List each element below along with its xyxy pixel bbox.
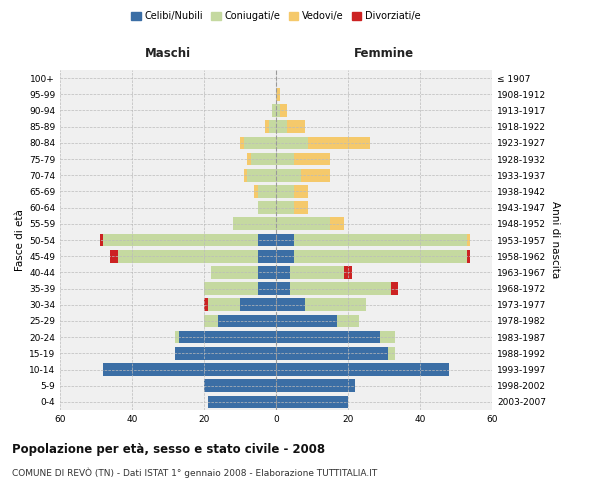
- Bar: [276, 234, 294, 246]
- Legend: Celibi/Nubili, Coniugati/e, Vedovi/e, Divorziati/e: Celibi/Nubili, Coniugati/e, Vedovi/e, Di…: [127, 8, 425, 25]
- Bar: [276, 169, 301, 181]
- Bar: [294, 250, 467, 262]
- Bar: [344, 266, 352, 278]
- Bar: [276, 250, 294, 262]
- Bar: [258, 234, 276, 246]
- Bar: [276, 218, 330, 230]
- Y-axis label: Anni di nascita: Anni di nascita: [550, 202, 560, 278]
- Bar: [240, 298, 276, 311]
- Bar: [294, 185, 308, 198]
- Bar: [103, 363, 276, 376]
- Bar: [251, 152, 276, 166]
- Bar: [290, 266, 344, 278]
- Bar: [290, 282, 391, 295]
- Bar: [204, 314, 218, 328]
- Bar: [208, 298, 240, 311]
- Bar: [294, 234, 467, 246]
- Bar: [276, 88, 280, 101]
- Bar: [294, 152, 330, 166]
- Bar: [258, 282, 276, 295]
- Bar: [276, 282, 290, 295]
- Bar: [258, 250, 276, 262]
- Bar: [276, 380, 355, 392]
- Bar: [269, 120, 276, 133]
- Bar: [204, 282, 258, 295]
- Bar: [233, 218, 276, 230]
- Bar: [254, 185, 258, 198]
- Bar: [276, 363, 449, 376]
- Bar: [380, 331, 395, 344]
- Text: Popolazione per età, sesso e stato civile - 2008: Popolazione per età, sesso e stato civil…: [12, 442, 325, 456]
- Bar: [276, 331, 380, 344]
- Bar: [276, 347, 388, 360]
- Bar: [103, 234, 258, 246]
- Bar: [258, 266, 276, 278]
- Bar: [204, 298, 208, 311]
- Bar: [276, 396, 348, 408]
- Bar: [218, 314, 276, 328]
- Text: COMUNE DI REVÒ (TN) - Dati ISTAT 1° gennaio 2008 - Elaborazione TUTTITALIA.IT: COMUNE DI REVÒ (TN) - Dati ISTAT 1° genn…: [12, 468, 377, 478]
- Bar: [211, 266, 258, 278]
- Bar: [287, 120, 305, 133]
- Y-axis label: Fasce di età: Fasce di età: [15, 209, 25, 271]
- Bar: [244, 136, 276, 149]
- Bar: [118, 250, 258, 262]
- Bar: [175, 347, 276, 360]
- Bar: [337, 314, 359, 328]
- Bar: [244, 169, 247, 181]
- Bar: [272, 104, 276, 117]
- Bar: [391, 282, 398, 295]
- Bar: [301, 169, 330, 181]
- Bar: [294, 202, 308, 214]
- Bar: [247, 152, 251, 166]
- Bar: [179, 331, 276, 344]
- Bar: [240, 136, 244, 149]
- Text: Maschi: Maschi: [145, 48, 191, 60]
- Bar: [467, 234, 470, 246]
- Text: Femmine: Femmine: [354, 48, 414, 60]
- Bar: [276, 266, 290, 278]
- Bar: [308, 136, 370, 149]
- Bar: [175, 331, 179, 344]
- Bar: [388, 347, 395, 360]
- Bar: [276, 152, 294, 166]
- Bar: [276, 104, 280, 117]
- Bar: [258, 185, 276, 198]
- Bar: [330, 218, 344, 230]
- Bar: [276, 136, 308, 149]
- Bar: [305, 298, 366, 311]
- Bar: [276, 120, 287, 133]
- Bar: [276, 298, 305, 311]
- Bar: [100, 234, 103, 246]
- Bar: [204, 380, 276, 392]
- Bar: [276, 202, 294, 214]
- Bar: [276, 314, 337, 328]
- Bar: [265, 120, 269, 133]
- Bar: [208, 396, 276, 408]
- Bar: [467, 250, 470, 262]
- Bar: [276, 185, 294, 198]
- Bar: [258, 202, 276, 214]
- Bar: [280, 104, 287, 117]
- Bar: [247, 169, 276, 181]
- Bar: [110, 250, 118, 262]
